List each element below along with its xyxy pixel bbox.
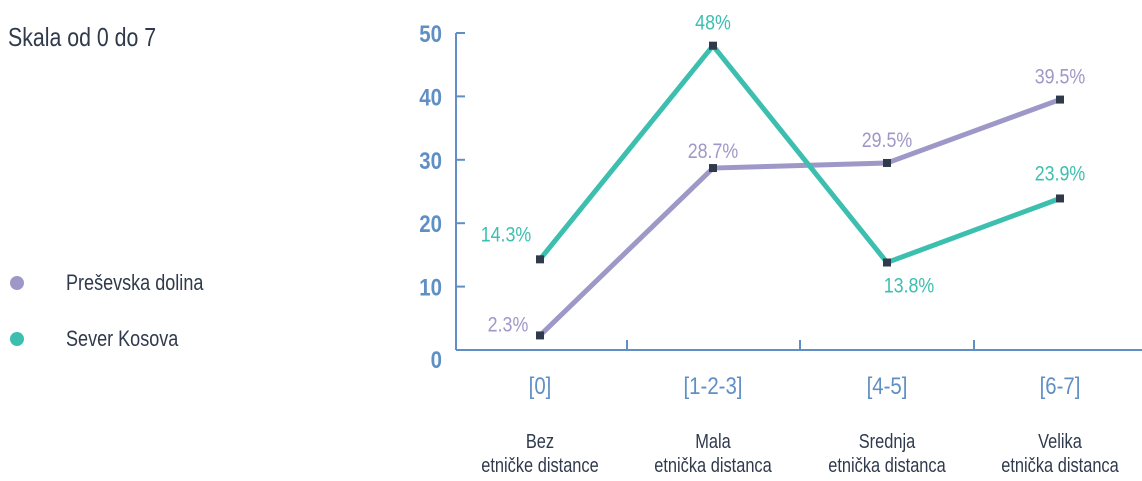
y-tick-label: 0 <box>431 346 442 373</box>
chart-title: Skala od 0 do 7 <box>8 22 157 52</box>
series-line-sever-kosova <box>538 41 1061 266</box>
data-label: 13.8% <box>884 274 935 298</box>
data-point-marker <box>709 41 717 50</box>
data-point-marker <box>536 255 544 264</box>
data-label: 48% <box>695 11 731 35</box>
category-description: Mala <box>695 429 731 452</box>
data-label: 28.7% <box>688 140 739 164</box>
category-description: Velika <box>1038 429 1082 452</box>
data-point-marker <box>883 158 891 167</box>
data-label: 39.5% <box>1035 65 1086 89</box>
category-description: etnička distanca <box>654 453 772 476</box>
legend-label: Preševska dolina <box>66 270 204 295</box>
y-tick-label: 10 <box>419 274 442 301</box>
legend-swatch <box>10 276 24 290</box>
data-label: 23.9% <box>1035 162 1086 186</box>
data-label: 29.5% <box>862 129 913 153</box>
legend-label: Sever Kosova <box>66 326 179 351</box>
data-label: 2.3% <box>488 313 529 337</box>
category-description: etničke distance <box>481 453 598 476</box>
data-point-marker <box>883 258 891 267</box>
series-line-presevska-dolina <box>538 97 1061 338</box>
y-tick-label: 40 <box>419 84 442 111</box>
data-point-marker <box>536 331 544 340</box>
y-tick-label: 20 <box>419 211 442 238</box>
y-tick-label: 30 <box>419 147 442 174</box>
data-point-marker <box>1056 95 1064 104</box>
category-description: etnička distanca <box>828 453 946 476</box>
y-tick-label: 50 <box>419 20 442 47</box>
category-description: etnička distanca <box>1001 453 1119 476</box>
x-tick-label: [4-5] <box>867 372 908 399</box>
category-description: Srednja <box>859 429 916 452</box>
data-point-marker <box>1056 194 1064 203</box>
legend-swatch <box>10 332 24 346</box>
category-description: Bez <box>526 429 554 452</box>
x-tick-label: [6-7] <box>1040 372 1081 399</box>
data-point-marker <box>709 164 717 173</box>
data-label: 14.3% <box>481 223 532 247</box>
x-tick-label: [0] <box>529 372 552 399</box>
x-tick-label: [1-2-3] <box>684 372 743 399</box>
